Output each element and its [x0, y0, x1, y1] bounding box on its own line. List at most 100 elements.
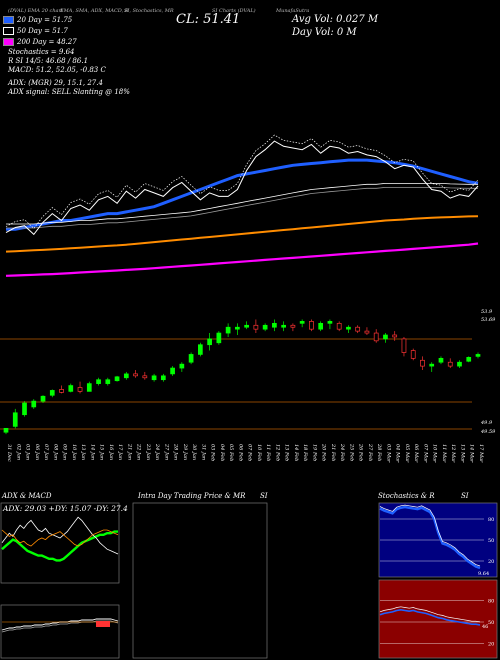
info-stoch: Stochastics = 9.64 [8, 48, 75, 56]
candle-up [225, 326, 231, 334]
stoch-d-line [379, 504, 481, 567]
candle-up [327, 321, 333, 324]
candle-up [457, 361, 462, 367]
candle-up [123, 373, 129, 379]
candle-up [198, 344, 203, 355]
candle-down [336, 322, 342, 330]
header-top-2: EMA, SMA, ADX, MACD, R [60, 8, 129, 14]
legend-item-50: 50 Day = 51.7 [3, 25, 77, 36]
date-label: 09 Jan [62, 444, 68, 460]
date-label: 10 Feb [256, 444, 262, 461]
candle-up [86, 383, 92, 392]
stoch-title: Stochastics & R [378, 492, 435, 500]
date-label: 21 Feb [330, 443, 336, 461]
adx-line [1, 530, 118, 562]
date-label: 24 Feb [339, 443, 345, 461]
candle-down [77, 387, 83, 392]
date-label: 27 Jan [163, 443, 169, 460]
legend: 20 Day = 51.75 50 Day = 51.7 200 Day = 4… [3, 14, 77, 47]
candle-down [355, 326, 361, 332]
macd-histogram-bar [96, 621, 110, 627]
plus-di-line [1, 516, 119, 555]
date-label: 25 Feb [348, 443, 354, 461]
price-label: 53.69 [481, 317, 496, 323]
candle-down [133, 373, 138, 377]
candle-up [466, 357, 472, 362]
candle-up [299, 321, 305, 324]
candle-up [68, 385, 74, 392]
legend-label-200: 200 Day = 48.27 [17, 37, 77, 46]
date-label: 03 Feb [210, 444, 216, 461]
date-label: 04 Feb [219, 444, 225, 461]
date-label: 05 Mar [404, 444, 410, 463]
intraday-si-title: SI [260, 492, 268, 500]
date-label: 14 Feb [293, 444, 299, 461]
candle-up [170, 367, 175, 375]
date-label: 07 Jan [43, 444, 49, 460]
rsi-tick-label: 50 [488, 620, 494, 626]
date-label: 07 Mar [422, 444, 428, 463]
candle-down [401, 338, 407, 353]
date-label: 14 Jan [89, 444, 95, 460]
date-label: 05 Feb [228, 444, 234, 461]
candle-down [290, 324, 296, 328]
stoch-tick-label: 20 [488, 559, 494, 565]
header-top-3: SI, Stochastics, MR [124, 8, 174, 14]
date-label: 17 Mar [478, 444, 484, 463]
date-label: 16 Jan [108, 444, 114, 460]
stoch-si-title: SI [461, 492, 469, 500]
date-label: 19 Feb [311, 444, 317, 461]
ema100-line [5, 215, 479, 253]
candle-up [346, 326, 351, 330]
date-label: 13 Mar [459, 444, 465, 463]
candle-down [373, 332, 379, 342]
main-chart: 53.9 53.69 49.9 49.59 31 Dec 02 Jan 03 Jan 06 J… [0, 134, 496, 463]
date-label: 31 Dec [6, 444, 12, 462]
day-vol-label: Day Vol: 0 M [292, 27, 357, 38]
date-label: 29 Jan [182, 443, 188, 460]
rsi-tick-label: 20 [488, 642, 494, 648]
intraday-title: Intra Day Trading Price & MR [138, 492, 246, 500]
date-label: 08 Jan [52, 444, 58, 460]
date-label: 18 Feb [302, 444, 308, 461]
price-label: 49.59 [480, 429, 496, 435]
date-label: 06 Feb [237, 444, 243, 461]
candle-down [410, 350, 416, 359]
candle-up [179, 363, 185, 369]
header-top-1: (DVAL) EMA 20 chart [8, 8, 63, 14]
date-label: 13 Jan [80, 444, 86, 460]
candle-down [253, 324, 259, 330]
date-label: 28 Jan [173, 443, 179, 460]
candle-up [281, 324, 286, 328]
info-adx-signal: ADX signal: SELL Slanting @ 18% [8, 88, 130, 96]
candle-up [22, 402, 27, 416]
date-label: 11 Feb [265, 444, 271, 461]
date-label: 23 Jan [145, 443, 151, 460]
adx-values-text: ADX: 29.03 +DY: 15.07 -DY: 27.4 [2, 504, 128, 513]
candle-down [392, 334, 398, 338]
date-label: 28 Feb [376, 443, 382, 461]
candle-down [59, 389, 64, 393]
price-label: 53.9 [481, 309, 493, 315]
rsi-line [379, 608, 481, 626]
date-label: 21 Jan [126, 443, 132, 460]
date-label: 22 Jan [136, 443, 142, 460]
info-macd: MACD: 51.2, 52.05, -0.83 C [8, 66, 106, 74]
ema50-line [6, 182, 478, 225]
close-dotted-line [5, 134, 479, 229]
price-label: 49.9 [480, 420, 493, 426]
ema50-line-band [6, 186, 478, 229]
legend-swatch-50 [3, 26, 14, 35]
candle-up [318, 322, 324, 330]
candle-up [216, 332, 222, 344]
candle-up [244, 324, 249, 328]
date-label: 03 Jan [25, 444, 31, 460]
date-label: 14 Mar [469, 444, 475, 463]
info-adx: ADX: (MGR) 29, 15.1, 27.4 [8, 79, 103, 87]
info-rsi: R SI 14/5: 46.68 / 86.1 [8, 57, 89, 65]
close-line [5, 140, 479, 236]
date-label: 15 Jan [99, 444, 105, 460]
date-label: 27 Feb [367, 443, 373, 461]
date-label: 06 Mar [413, 444, 419, 463]
candle-up [3, 427, 9, 433]
